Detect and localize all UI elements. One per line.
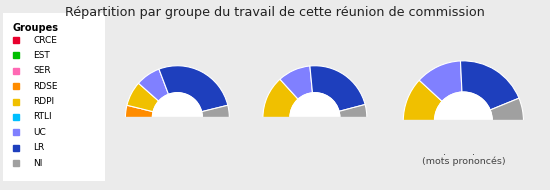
Text: UC: UC: [33, 128, 46, 137]
Bar: [242, 117, 388, 149]
FancyBboxPatch shape: [0, 7, 108, 187]
Wedge shape: [339, 105, 367, 118]
Wedge shape: [490, 98, 524, 121]
Circle shape: [152, 93, 202, 143]
Wedge shape: [139, 69, 168, 101]
Text: RDSE: RDSE: [33, 82, 58, 91]
Wedge shape: [263, 79, 298, 118]
Text: LR: LR: [33, 143, 45, 152]
Text: EST: EST: [33, 51, 50, 60]
Text: Interventions: Interventions: [283, 139, 346, 149]
Text: 10: 10: [293, 78, 305, 87]
Text: NI: NI: [33, 159, 43, 168]
Bar: [104, 117, 250, 149]
Bar: [379, 120, 547, 157]
Text: 38%: 38%: [476, 79, 498, 88]
Text: 2: 2: [152, 82, 158, 91]
Text: 12%: 12%: [496, 108, 518, 117]
Text: SER: SER: [33, 66, 51, 75]
Text: 22: 22: [331, 82, 343, 91]
Text: RDPI: RDPI: [33, 97, 54, 106]
Text: RTLI: RTLI: [33, 112, 52, 121]
Text: 4: 4: [350, 108, 356, 117]
Text: Temps de parole
(mots prononcés): Temps de parole (mots prononcés): [421, 146, 505, 166]
Text: Présents: Présents: [157, 139, 198, 149]
Text: 23%: 23%: [411, 100, 433, 109]
Text: 13: 13: [273, 98, 286, 107]
Wedge shape: [460, 61, 519, 110]
Wedge shape: [125, 105, 153, 118]
Text: 2: 2: [140, 95, 146, 104]
Wedge shape: [280, 66, 312, 99]
Text: 7: 7: [192, 79, 199, 88]
Wedge shape: [419, 61, 462, 101]
Text: 1: 1: [136, 108, 142, 118]
Text: 1: 1: [212, 108, 219, 118]
Text: 24%: 24%: [434, 76, 455, 85]
Text: CRCE: CRCE: [33, 36, 57, 44]
Circle shape: [434, 92, 492, 150]
Circle shape: [290, 93, 340, 143]
Text: Répartition par groupe du travail de cette réunion de commission: Répartition par groupe du travail de cet…: [65, 6, 485, 19]
Wedge shape: [403, 80, 442, 121]
Wedge shape: [127, 83, 159, 112]
Text: Groupes: Groupes: [13, 23, 59, 33]
Wedge shape: [310, 66, 365, 111]
Wedge shape: [202, 105, 229, 118]
Wedge shape: [159, 66, 228, 112]
